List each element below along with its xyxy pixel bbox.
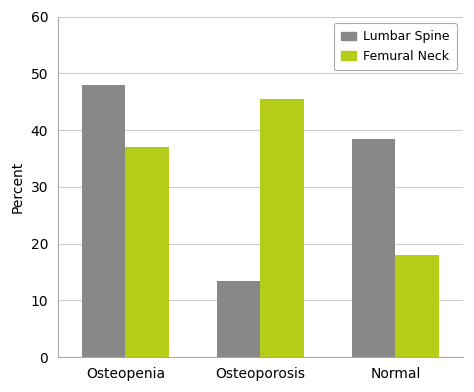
Bar [352,139,395,357]
Bar [260,99,304,357]
Bar [395,255,438,357]
Bar [126,147,169,357]
Bar [217,281,260,357]
Bar [82,85,126,357]
Legend: Lumbar Spine, Femural Neck: Lumbar Spine, Femural Neck [334,23,456,70]
Y-axis label: Percent: Percent [11,161,25,213]
